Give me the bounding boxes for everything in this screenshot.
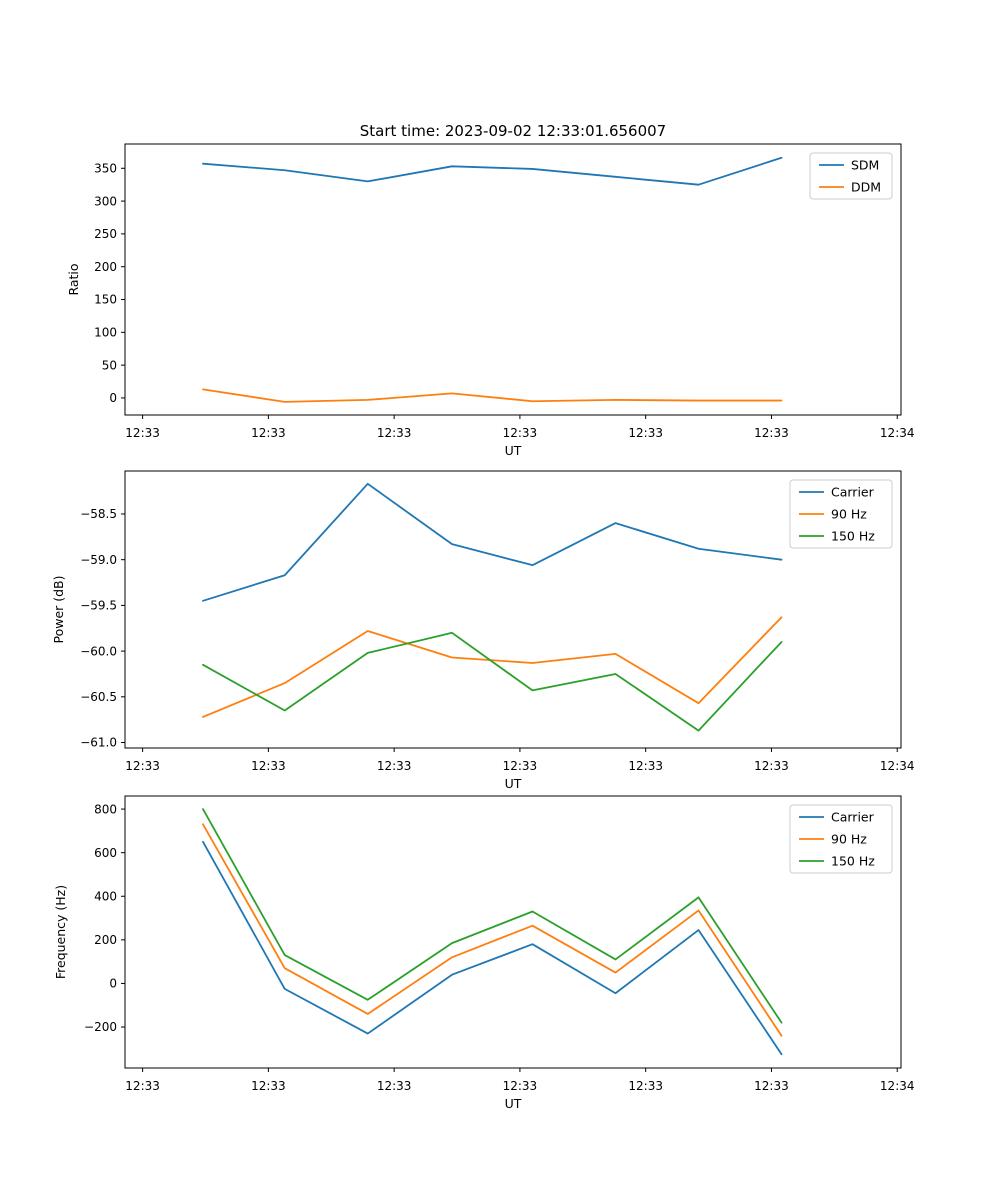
- x-tick-label: 12:33: [628, 1079, 663, 1093]
- x-tick-label: 12:34: [880, 426, 915, 440]
- y-tick-label: 0: [109, 391, 117, 405]
- series-line-carrier: [202, 840, 783, 1056]
- x-tick-label: 12:33: [503, 426, 538, 440]
- legend: Carrier 90 Hz 150 Hz: [789, 804, 893, 874]
- x-tick-label: 12:33: [251, 1079, 286, 1093]
- x-tick-label: 12:33: [503, 759, 538, 773]
- subplot-frequency: 12:33 12:33 12:33 12:33 12:33 12:33 12:34 UT 800…: [53, 795, 915, 1111]
- series-line-90-hz: [202, 616, 783, 718]
- y-tick-label: 50: [102, 358, 117, 372]
- legend-label: DDM: [851, 179, 881, 194]
- x-tick-label: 12:33: [628, 759, 663, 773]
- x-tick-label: 12:33: [125, 1079, 160, 1093]
- legend: SDM DDM: [809, 152, 893, 200]
- legend-label: 150 Hz: [831, 528, 875, 543]
- y-tick-label: 350: [94, 161, 117, 175]
- x-tick-label: 12:33: [503, 1079, 538, 1093]
- y-tick-label: −61.0: [80, 736, 117, 750]
- y-tick-label: 250: [94, 227, 117, 241]
- x-tick-label: 12:33: [754, 759, 789, 773]
- series-line-carrier: [202, 482, 783, 602]
- x-tick-label: 12:33: [377, 1079, 412, 1093]
- y-tick-label: 0: [109, 977, 117, 991]
- series-line-90-hz: [202, 823, 783, 1037]
- y-tick-label: 800: [94, 802, 117, 816]
- y-tick-label: 300: [94, 194, 117, 208]
- y-tick-label: 400: [94, 889, 117, 903]
- x-tick-label: 12:33: [754, 426, 789, 440]
- x-tick-label: 12:34: [880, 759, 915, 773]
- axes-frame: [124, 143, 902, 416]
- y-axis-label: Ratio: [66, 263, 81, 295]
- y-tick-label: −59.0: [80, 553, 117, 567]
- x-axis-label: UT: [505, 1096, 522, 1111]
- x-tick-label: 12:33: [377, 759, 412, 773]
- axes-frame: [124, 470, 902, 749]
- y-tick-label: −59.5: [80, 599, 117, 613]
- legend-label: 150 Hz: [831, 853, 875, 868]
- y-axis-label: Frequency (Hz): [53, 885, 68, 979]
- legend-label: Carrier: [831, 484, 875, 499]
- y-tick-label: 600: [94, 846, 117, 860]
- legend-box: [789, 804, 893, 874]
- x-tick-label: 12:34: [880, 1079, 915, 1093]
- subplot-power: 12:33 12:33 12:33 12:33 12:33 12:33 12:34 UT −58…: [51, 470, 915, 791]
- series-line-sdm: [202, 156, 783, 186]
- x-tick-label: 12:33: [251, 759, 286, 773]
- x-tick-label: 12:33: [377, 426, 412, 440]
- figure-title: Start time: 2023-09-02 12:33:01.656007: [359, 122, 667, 140]
- series-line-150-hz: [202, 631, 783, 732]
- y-tick-label: −60.5: [80, 690, 117, 704]
- legend-label: Carrier: [831, 809, 875, 824]
- y-tick-label: 200: [94, 260, 117, 274]
- legend-label: 90 Hz: [831, 831, 867, 846]
- y-tick-label: −58.5: [80, 507, 117, 521]
- legend-label: 90 Hz: [831, 506, 867, 521]
- x-tick-label: 12:33: [628, 426, 663, 440]
- subplot-ratio: 12:33 12:33 12:33 12:33 12:33 12:33 12:34 UT 0 50…: [66, 143, 915, 458]
- y-tick-label: −60.0: [80, 644, 117, 658]
- x-axis-label: UT: [505, 443, 522, 458]
- legend-label: SDM: [851, 157, 879, 172]
- x-tick-label: 12:33: [251, 426, 286, 440]
- x-tick-label: 12:33: [125, 426, 160, 440]
- legend: Carrier 90 Hz 150 Hz: [789, 479, 893, 549]
- series-line-ddm: [202, 388, 783, 403]
- y-tick-label: −200: [84, 1020, 117, 1034]
- x-axis-label: UT: [505, 776, 522, 791]
- axes-frame: [124, 795, 902, 1069]
- x-tick-label: 12:33: [754, 1079, 789, 1093]
- y-axis-label: Power (dB): [51, 575, 66, 643]
- y-tick-label: 100: [94, 326, 117, 340]
- x-tick-label: 12:33: [125, 759, 160, 773]
- y-tick-label: 200: [94, 933, 117, 947]
- series-line-150-hz: [202, 808, 783, 1024]
- y-tick-label: 150: [94, 293, 117, 307]
- legend-box: [789, 479, 893, 549]
